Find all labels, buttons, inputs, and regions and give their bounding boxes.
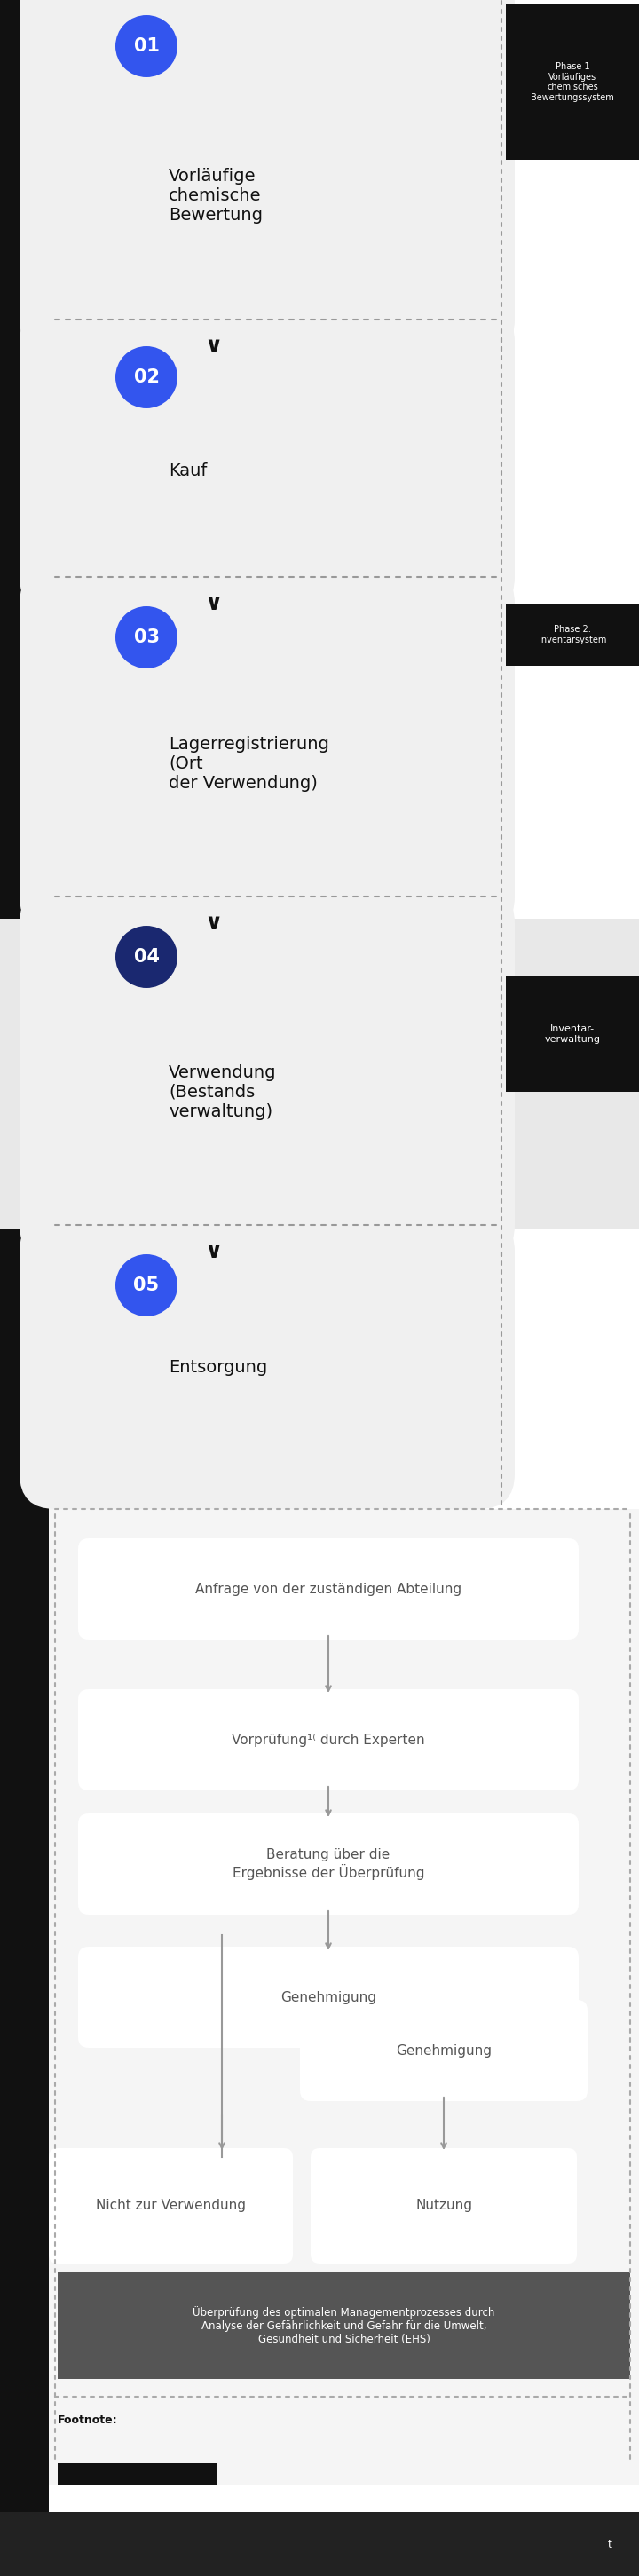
FancyBboxPatch shape — [78, 1814, 579, 1914]
Circle shape — [116, 15, 178, 77]
Text: 03: 03 — [134, 629, 159, 647]
Text: ∨: ∨ — [204, 1242, 222, 1262]
FancyBboxPatch shape — [506, 603, 639, 665]
FancyBboxPatch shape — [20, 0, 515, 355]
Text: Nicht zur Verwendung: Nicht zur Verwendung — [96, 2200, 246, 2213]
FancyBboxPatch shape — [78, 1690, 579, 1790]
FancyBboxPatch shape — [0, 0, 49, 2576]
FancyBboxPatch shape — [311, 2148, 577, 2264]
FancyBboxPatch shape — [506, 976, 639, 1092]
FancyBboxPatch shape — [20, 889, 515, 1260]
Text: Footnote:: Footnote: — [58, 2414, 118, 2427]
Text: Anfrage von der zuständigen Abteilung: Anfrage von der zuständigen Abteilung — [195, 1582, 461, 1595]
Text: Beratung über die
Ergebnisse der Überprüfung: Beratung über die Ergebnisse der Überprü… — [233, 1847, 424, 1880]
Text: ∨: ∨ — [204, 592, 222, 613]
Text: Genehmigung: Genehmigung — [396, 2043, 491, 2058]
FancyBboxPatch shape — [20, 307, 515, 613]
Text: Nutzung: Nutzung — [415, 2200, 472, 2213]
Circle shape — [116, 925, 178, 989]
Text: ∨: ∨ — [204, 335, 222, 358]
Text: Verwendung
(Bestands
verwaltung): Verwendung (Bestands verwaltung) — [169, 1064, 277, 1121]
FancyBboxPatch shape — [78, 1947, 579, 2048]
Text: Genehmigung: Genehmigung — [281, 1991, 376, 2004]
Text: Inventar-
verwaltung: Inventar- verwaltung — [544, 1025, 601, 1043]
Text: Kauf: Kauf — [169, 461, 207, 479]
Text: Phase 2:
Inventarsystem: Phase 2: Inventarsystem — [539, 626, 606, 644]
Circle shape — [116, 345, 178, 410]
FancyBboxPatch shape — [58, 2463, 217, 2486]
FancyBboxPatch shape — [300, 1999, 587, 2102]
Text: Lagerregistrierung
(Ort
der Verwendung): Lagerregistrierung (Ort der Verwendung) — [169, 734, 329, 791]
FancyBboxPatch shape — [506, 5, 639, 160]
FancyBboxPatch shape — [0, 920, 639, 1229]
FancyBboxPatch shape — [58, 2272, 630, 2380]
FancyBboxPatch shape — [49, 1510, 639, 2486]
Text: ∨: ∨ — [204, 912, 222, 935]
Text: Entsorgung: Entsorgung — [169, 1358, 267, 1376]
Circle shape — [116, 1255, 178, 1316]
Text: 05: 05 — [134, 1278, 159, 1293]
Text: Überprüfung des optimalen Managementprozesses durch
Analyse der Gefährlichkeit u: Überprüfung des optimalen Managementproz… — [193, 2306, 495, 2344]
Text: 02: 02 — [134, 368, 159, 386]
Circle shape — [116, 605, 178, 667]
Text: t: t — [608, 2537, 612, 2550]
FancyBboxPatch shape — [20, 1216, 515, 1510]
FancyBboxPatch shape — [49, 2148, 293, 2264]
Text: 04: 04 — [134, 948, 159, 966]
FancyBboxPatch shape — [0, 2512, 639, 2576]
FancyBboxPatch shape — [20, 569, 515, 933]
FancyBboxPatch shape — [78, 1538, 579, 1638]
Text: Vorläufige
chemische
Bewertung: Vorläufige chemische Bewertung — [169, 167, 263, 224]
Text: Phase 1
Vorläufiges
chemisches
Bewertungssystem: Phase 1 Vorläufiges chemisches Bewertung… — [531, 62, 614, 103]
Text: Vorprüfung¹⁽ durch Experten: Vorprüfung¹⁽ durch Experten — [232, 1734, 425, 1747]
Text: 01: 01 — [134, 36, 159, 54]
